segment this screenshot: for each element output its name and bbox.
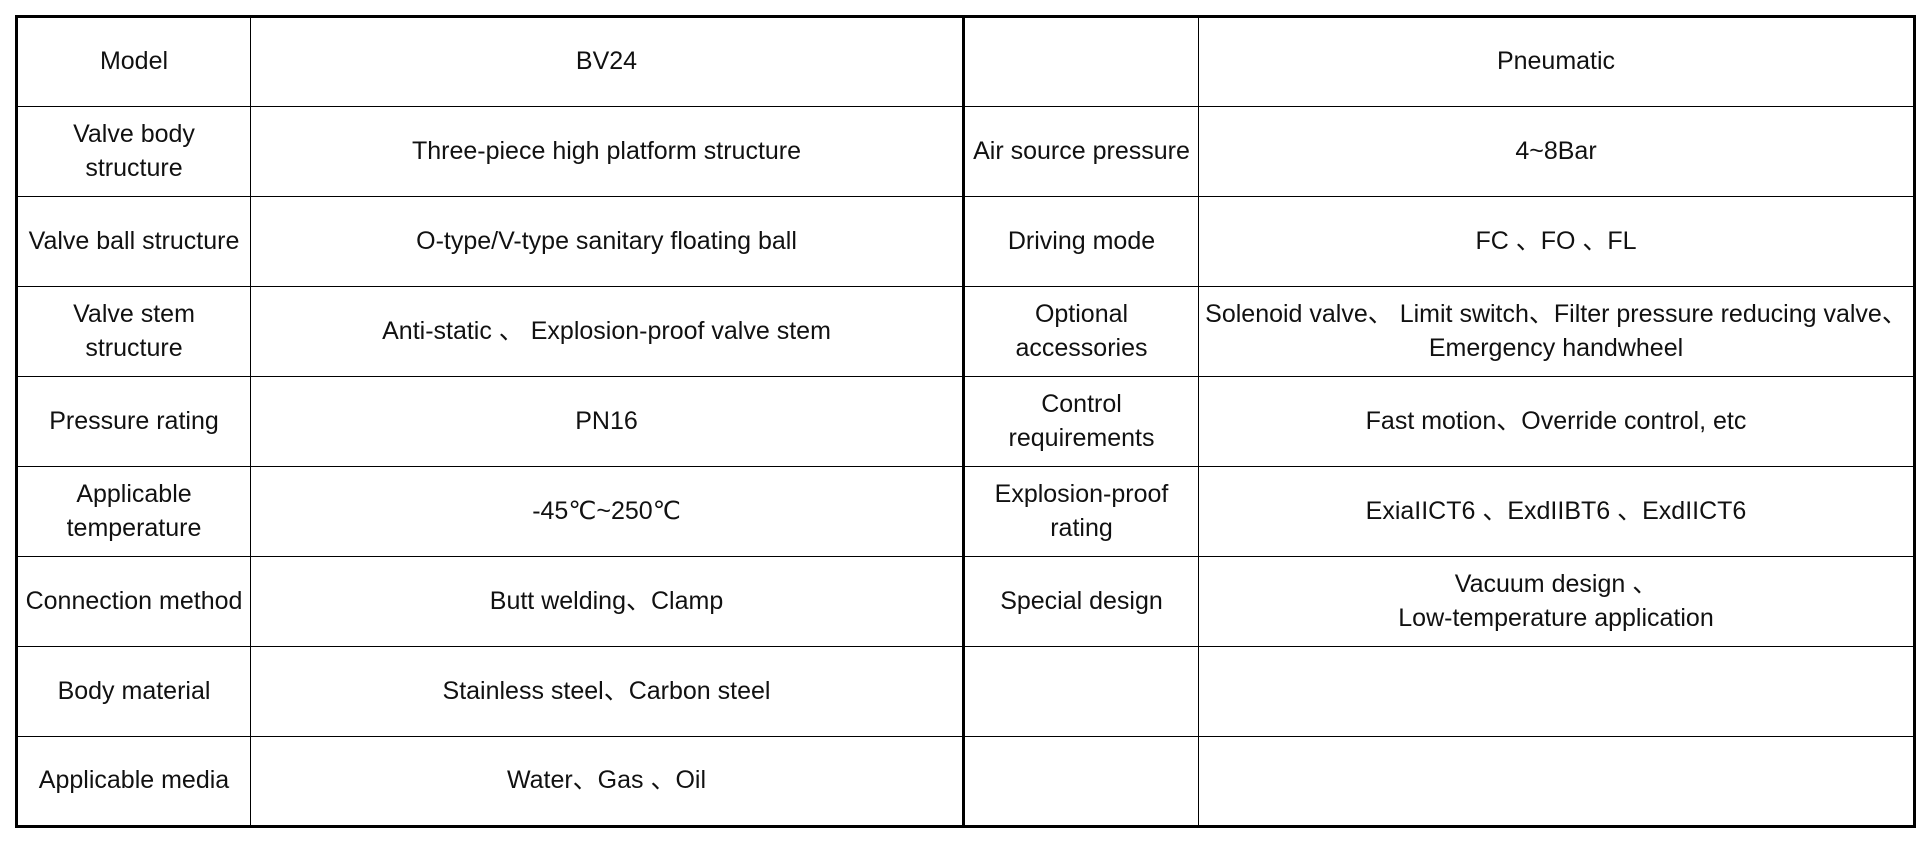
spec-value: O-type/V-type sanitary floating ball [250,196,965,287]
spec-label [963,16,1199,107]
spec-value: Three-piece high platform structure [250,106,965,197]
spec-label: Applicable temperature [16,466,251,557]
valve-spec-table: Model BV24 Pneumatic Valve body structur… [15,15,1916,828]
table-row: Connection method Butt welding、Clamp Spe… [16,556,1915,647]
spec-value: Butt welding、Clamp [250,556,965,647]
spec-value: Pneumatic [1198,16,1915,107]
spec-value: PN16 [250,376,965,467]
table-row: Valve stem structure Anti-static 、 Explo… [16,286,1915,377]
spec-value [1198,736,1915,827]
spec-label: Air source pressure [963,106,1199,197]
spec-label: Model [16,16,251,107]
table-row: Model BV24 Pneumatic [16,16,1915,107]
spec-label: Explosion-proof rating [963,466,1199,557]
table-row: Body material Stainless steel、Carbon ste… [16,646,1915,737]
table-row: Applicable temperature -45℃~250℃ Explosi… [16,466,1915,557]
table-row: Applicable media Water、Gas 、Oil [16,736,1915,827]
spec-label: Valve stem structure [16,286,251,377]
spec-label: Valve body structure [16,106,251,197]
spec-value: -45℃~250℃ [250,466,965,557]
spec-value: Anti-static 、 Explosion-proof valve stem [250,286,965,377]
spec-label: Applicable media [16,736,251,827]
spec-label: Special design [963,556,1199,647]
spec-label: Optional accessories [963,286,1199,377]
spec-value: Vacuum design 、 Low-temperature applicat… [1198,556,1915,647]
spec-label: Body material [16,646,251,737]
table-row: Valve body structure Three-piece high pl… [16,106,1915,197]
spec-value [1198,646,1915,737]
spec-label: Driving mode [963,196,1199,287]
spec-value: BV24 [250,16,965,107]
spec-label [963,646,1199,737]
spec-value: Stainless steel、Carbon steel [250,646,965,737]
spec-value: Water、Gas 、Oil [250,736,965,827]
spec-label: Connection method [16,556,251,647]
table-row: Pressure rating PN16 Control requirement… [16,376,1915,467]
spec-value: Solenoid valve、 Limit switch、Filter pres… [1198,286,1915,377]
spec-value: ExiaIICT6 、ExdIIBT6 、ExdIICT6 [1198,466,1915,557]
spec-label: Control requirements [963,376,1199,467]
spec-label: Valve ball structure [16,196,251,287]
spec-label [963,736,1199,827]
spec-value: Fast motion、Override control, etc [1198,376,1915,467]
table-row: Valve ball structure O-type/V-type sanit… [16,196,1915,287]
spec-value: FC 、FO 、FL [1198,196,1915,287]
spec-label: Pressure rating [16,376,251,467]
spec-value: 4~8Bar [1198,106,1915,197]
